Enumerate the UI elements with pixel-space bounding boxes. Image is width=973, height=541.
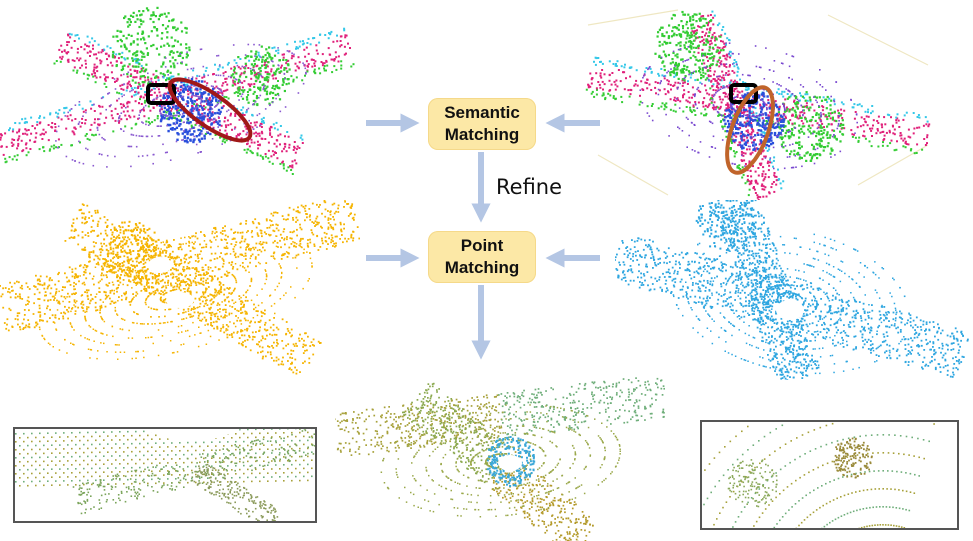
correspondence-ellipse-marker	[167, 77, 253, 143]
semantic-target-cloud	[578, 5, 938, 200]
correspondence-ellipse-marker	[725, 85, 775, 175]
semantic-source-cloud-svg	[0, 6, 355, 175]
point-matching-box: Point Matching	[428, 231, 536, 283]
point-matching-line1: Point	[460, 236, 504, 255]
semantic-points	[0, 6, 355, 175]
semantic-matching-box: Semantic Matching	[428, 98, 536, 150]
semantic-target-cloud-svg	[585, 9, 931, 200]
point-matching-line2: Matching	[444, 258, 520, 277]
inset-points	[15, 429, 315, 521]
registered-point-cloud	[335, 375, 665, 541]
inset-points	[703, 422, 935, 528]
source-point-cloud-svg	[0, 200, 360, 375]
semantic-source-cloud	[0, 5, 360, 195]
source-point-cloud	[0, 200, 360, 375]
target-point-cloud	[615, 200, 970, 380]
zoom-inset-left	[13, 427, 317, 523]
semantic-points	[585, 9, 931, 200]
zoom-inset-right-svg	[703, 422, 935, 528]
semantic-matching-line1: Semantic	[444, 103, 520, 122]
source-points	[0, 200, 360, 375]
zoom-inset-right	[700, 420, 959, 530]
refine-label: Refine	[496, 175, 563, 199]
semantic-matching-line2: Matching	[444, 125, 520, 144]
target-point-cloud-svg	[615, 200, 969, 380]
zoom-inset-left-svg	[15, 429, 315, 521]
registered-points	[335, 377, 665, 541]
registered-point-cloud-svg	[335, 377, 665, 541]
